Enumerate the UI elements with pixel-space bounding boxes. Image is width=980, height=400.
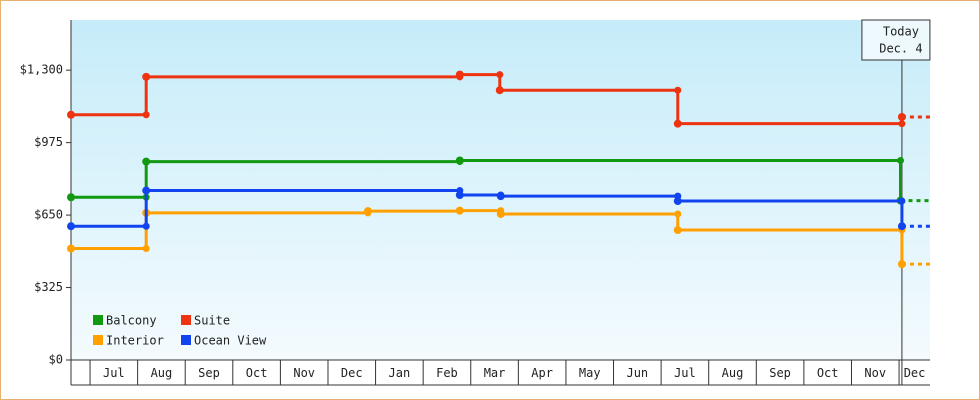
today-label: Today: [883, 25, 919, 39]
legend-swatch: [181, 315, 191, 325]
step-corner: [898, 120, 906, 128]
legend-label: Suite: [194, 314, 230, 328]
x-tick-label: Dec: [341, 366, 363, 380]
x-tick-label: Oct: [817, 366, 839, 380]
x-tick-label: Sep: [198, 366, 220, 380]
price-point: [67, 244, 75, 253]
y-tick-label: $975: [34, 135, 63, 149]
x-tick-label: Feb: [436, 366, 458, 380]
step-corner: [142, 222, 150, 230]
price-point: [897, 222, 906, 231]
x-tick-label: Jul: [103, 366, 125, 380]
legend-label: Ocean View: [194, 334, 267, 348]
today-box: [861, 19, 931, 61]
price-point: [67, 110, 75, 119]
price-point: [897, 260, 906, 269]
x-tick-label: Sep: [769, 366, 791, 380]
price-point: [67, 193, 75, 202]
x-tick-label: Nov: [864, 366, 886, 380]
price-point: [455, 191, 464, 200]
x-tick-label: Jul: [674, 366, 696, 380]
x-tick-label: May: [579, 366, 601, 380]
price-point: [67, 222, 75, 231]
x-tick-label: Apr: [531, 366, 553, 380]
x-tick-label: Nov: [293, 366, 315, 380]
y-tick-label: $325: [34, 280, 63, 294]
step-corner: [674, 86, 682, 94]
x-tick-label: Oct: [246, 366, 268, 380]
today-label: Dec. 4: [879, 42, 922, 56]
step-corner: [896, 156, 904, 164]
x-tick-label: Dec: [904, 366, 926, 380]
price-point: [455, 156, 464, 165]
price-point: [673, 119, 682, 128]
legend-swatch: [93, 315, 103, 325]
x-tick-label: Mar: [484, 366, 506, 380]
legend-swatch: [93, 335, 103, 345]
x-tick-label: Aug: [722, 366, 744, 380]
price-point: [455, 206, 464, 215]
step-corner: [496, 71, 504, 79]
step-corner: [142, 245, 150, 253]
legend-label: Interior: [106, 334, 164, 348]
x-tick-label: Jan: [389, 366, 411, 380]
price-point: [673, 197, 682, 206]
step-corner: [142, 111, 150, 119]
price-point: [142, 72, 151, 81]
price-point: [142, 186, 151, 195]
x-tick-label: Aug: [151, 366, 173, 380]
price-point: [495, 86, 504, 95]
y-tick-label: $1,300: [20, 63, 63, 77]
legend-swatch: [181, 335, 191, 345]
legend-label: Balcony: [106, 314, 157, 328]
step-corner: [898, 197, 906, 205]
x-tick-label: Jun: [626, 366, 648, 380]
price-point: [142, 157, 151, 166]
price-point: [363, 207, 372, 216]
step-corner: [674, 210, 682, 218]
price-point: [496, 209, 505, 218]
price-point: [897, 112, 906, 121]
price-point: [455, 70, 464, 79]
y-tick-label: $650: [34, 208, 63, 222]
y-tick-label: $0: [49, 353, 63, 367]
price-point: [673, 226, 682, 235]
price-point: [496, 192, 505, 201]
